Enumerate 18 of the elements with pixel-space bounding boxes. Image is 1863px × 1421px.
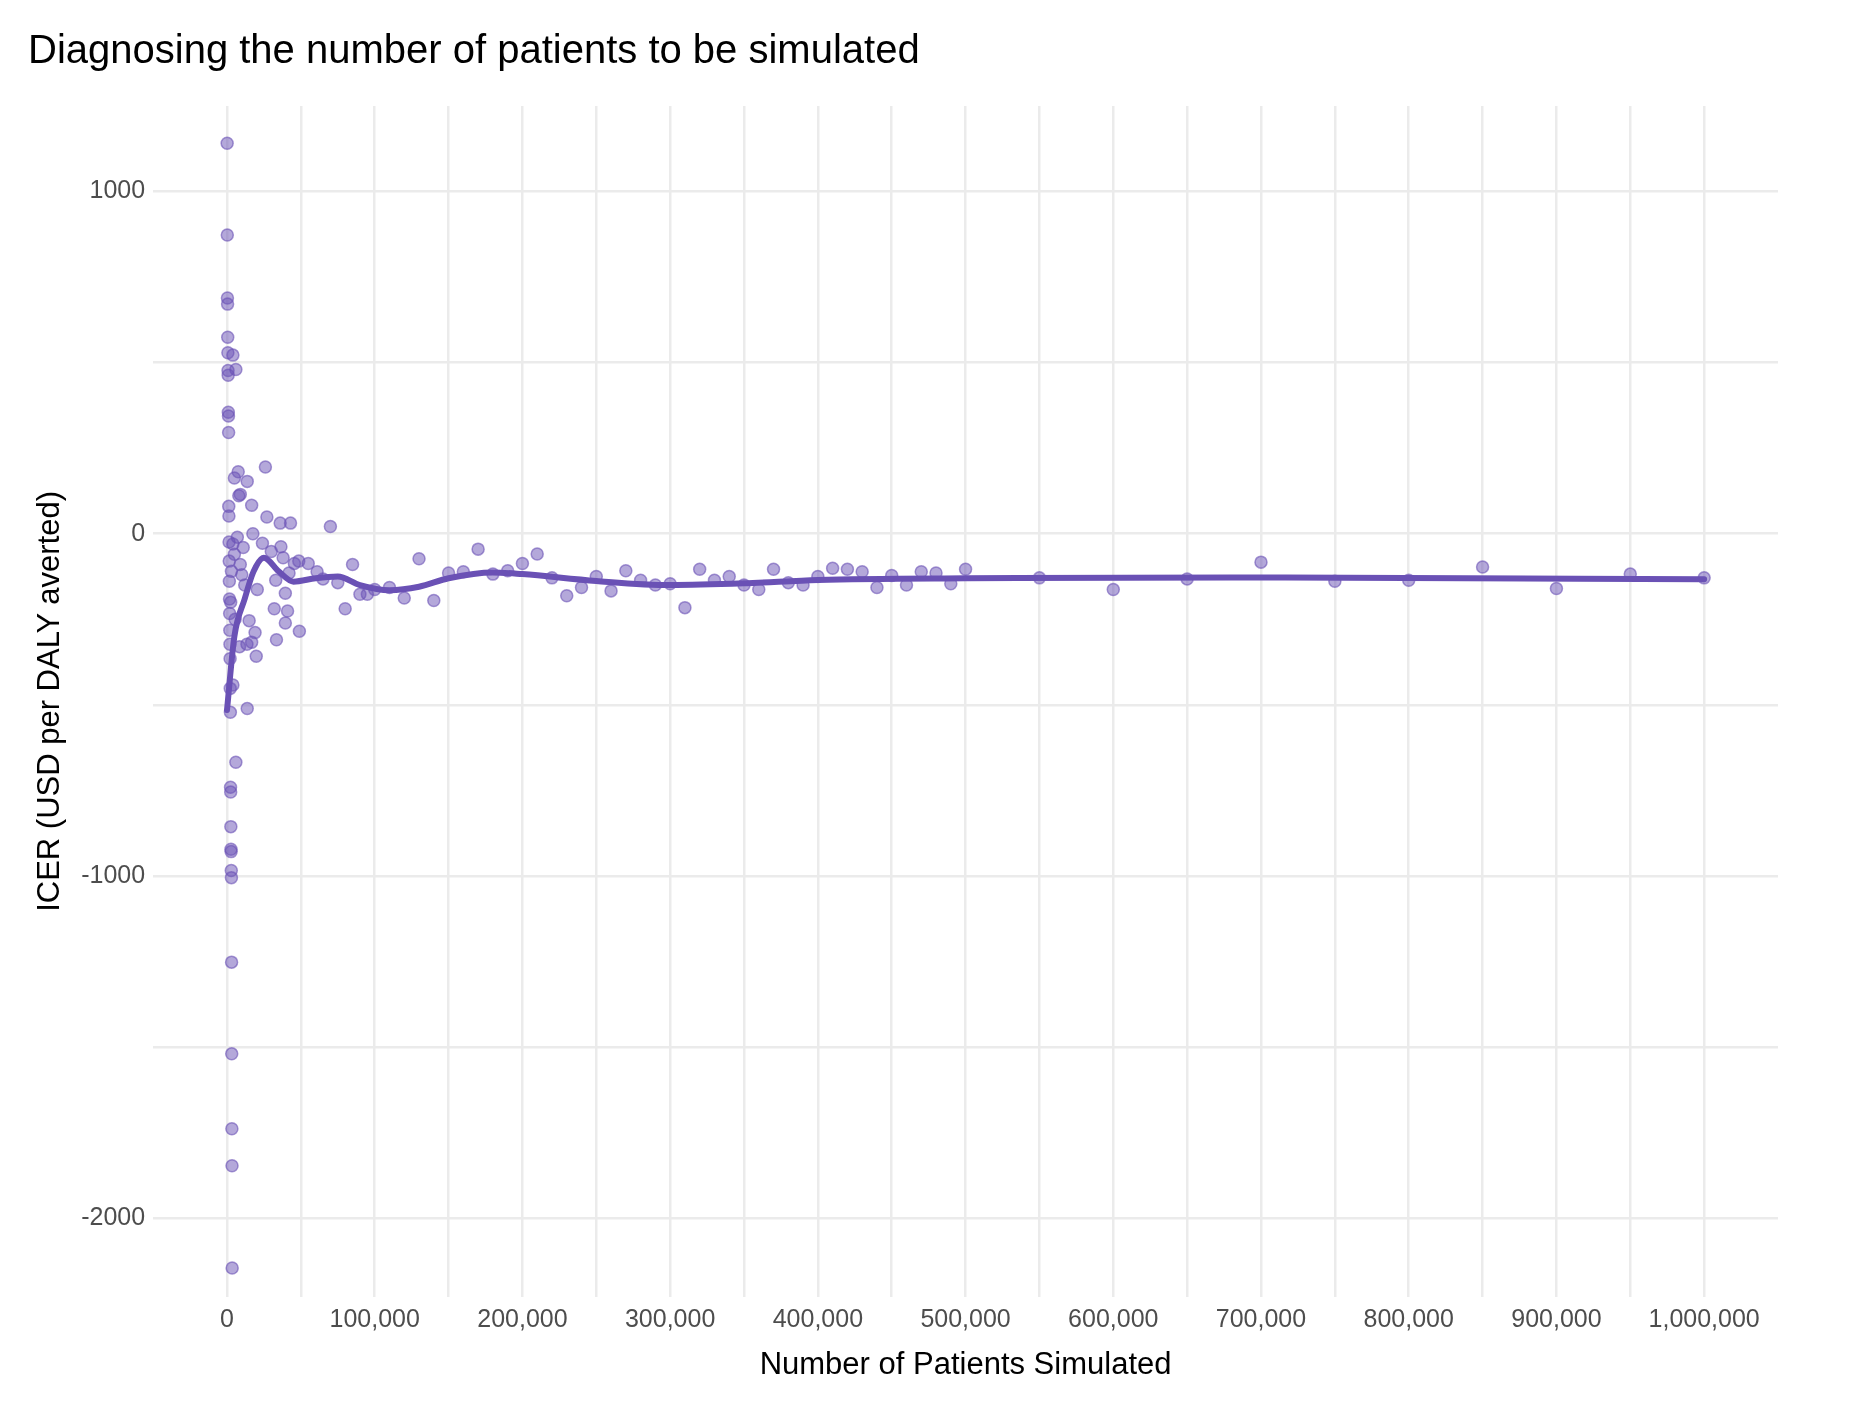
- y-axis-title: ICER (USD per DALY averted): [31, 490, 67, 912]
- y-tick-label: 1000: [89, 175, 146, 204]
- x-tick-label: 200,000: [477, 1303, 568, 1332]
- x-tick-label: 600,000: [1068, 1303, 1159, 1332]
- x-tick-label: 1,000,000: [1648, 1303, 1760, 1332]
- y-tick-label: -1000: [81, 859, 146, 888]
- x-tick-label: 500,000: [920, 1303, 1011, 1332]
- x-tick-label: 100,000: [329, 1303, 420, 1332]
- x-tick-label: 800,000: [1363, 1303, 1454, 1332]
- y-tick-label: 0: [131, 517, 146, 546]
- chart-title: Diagnosing the number of patients to be simulated: [28, 27, 920, 72]
- x-tick-label: 300,000: [624, 1303, 716, 1332]
- x-tick-label: 700,000: [1215, 1303, 1307, 1332]
- y-tick-label: -2000: [81, 1201, 146, 1230]
- x-tick-label: 0: [220, 1303, 234, 1332]
- x-axis-title: Number of Patients Simulated: [759, 1345, 1172, 1381]
- x-tick-label: 900,000: [1511, 1303, 1602, 1332]
- x-tick-label: 400,000: [772, 1303, 864, 1332]
